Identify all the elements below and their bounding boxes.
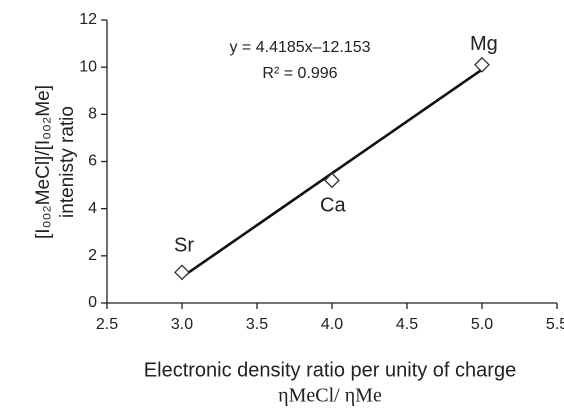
point-label: Sr: [174, 235, 194, 257]
y-axis-label: [I₀₀₂MeCl]/[I₀₀₂Me]: [33, 85, 54, 239]
y-axis-label: intenisty ratio: [57, 106, 78, 218]
equation: y = 4.4185x–12.153: [229, 39, 370, 56]
point-label: Mg: [470, 33, 498, 55]
x-tick-label: 4.0: [321, 316, 343, 333]
point-label: Ca: [320, 195, 346, 217]
x-tick-label: 3.5: [246, 316, 268, 333]
point: [474, 56, 490, 73]
r-squared: R² = 0.996: [262, 65, 337, 82]
x-tick-label: 5.5: [546, 316, 564, 333]
y-tick-label: 10: [79, 58, 97, 75]
y-tick-label: 4: [88, 200, 97, 217]
point: [174, 264, 190, 281]
y-tick-label: 2: [88, 247, 97, 264]
y-tick-label: 6: [88, 153, 97, 170]
y-tick-label: 8: [88, 106, 97, 123]
x-tick-label: 2.5: [96, 316, 118, 333]
y-tick-label: 0: [88, 294, 97, 311]
x-tick-label: 3.0: [171, 316, 193, 333]
y-tick-label: 12: [79, 11, 97, 28]
x-axis-label: ηMeCl/ ηMe: [278, 385, 382, 407]
x-tick-label: 5.0: [471, 316, 493, 333]
point: [324, 172, 340, 189]
x-tick-label: 4.5: [396, 316, 418, 333]
x-axis-label: Electronic density ratio per unity of ch…: [144, 359, 516, 381]
